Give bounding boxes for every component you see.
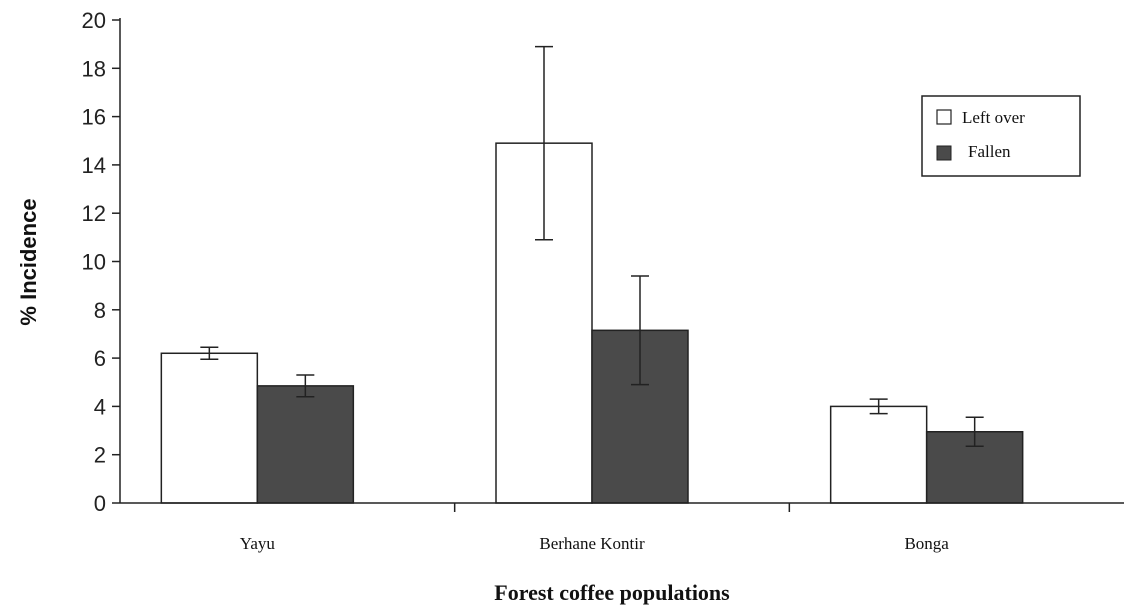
y-tick-label: 20 <box>82 8 106 33</box>
y-tick-label: 16 <box>82 105 106 130</box>
bar-left-over <box>829 405 928 504</box>
legend-label-fallen: Fallen <box>968 142 1011 161</box>
x-axis-title: Forest coffee populations <box>494 580 730 605</box>
y-tick-label: 14 <box>82 153 106 178</box>
x-tick-label: Bonga <box>904 534 949 553</box>
legend-swatch-fallen <box>936 145 952 161</box>
legend-box <box>921 95 1081 177</box>
y-tick-label: 8 <box>94 298 106 323</box>
y-tick-label: 10 <box>82 250 106 275</box>
legend-label-left-over: Left over <box>962 108 1025 127</box>
y-tick-label: 2 <box>94 443 106 468</box>
axes <box>119 18 1124 504</box>
legend-swatch-left-over <box>936 109 952 125</box>
y-tick-label: 18 <box>82 56 106 81</box>
y-tick-label: 6 <box>94 346 106 371</box>
y-axis-title: % Incidence <box>16 198 41 325</box>
legend: Left over Fallen <box>921 95 1081 177</box>
bars <box>160 45 1024 504</box>
y-axis-ticks: 0 2 4 6 8 10 12 14 16 18 20 <box>82 8 120 516</box>
bar-fallen <box>256 385 355 504</box>
bar-left-over <box>160 352 259 504</box>
y-tick-label: 4 <box>94 394 106 419</box>
y-tick-label: 12 <box>82 201 106 226</box>
x-axis-ticks: Yayu Berhane Kontir Bonga <box>240 503 949 553</box>
y-tick-label: 0 <box>94 491 106 516</box>
x-tick-label: Berhane Kontir <box>539 534 645 553</box>
x-tick-label: Yayu <box>240 534 276 553</box>
